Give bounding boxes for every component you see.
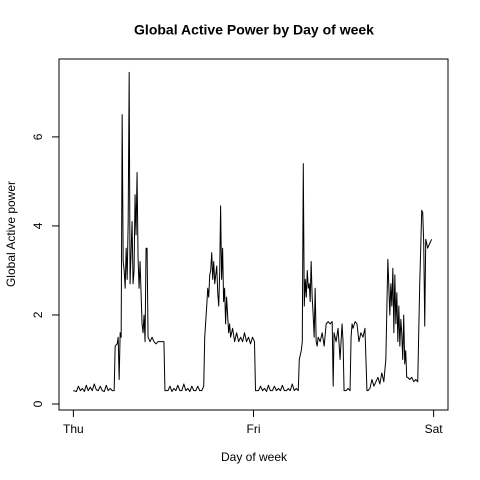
x-tick-label: Fri: [247, 422, 261, 436]
power-line: [73, 71, 433, 393]
x-tick-label: Sat: [425, 422, 444, 436]
chart-title: Global Active Power by Day of week: [134, 22, 374, 38]
x-tick-label: Thu: [63, 422, 84, 436]
y-tick-label: 0: [31, 400, 45, 407]
y-axis-label: Global Active power: [4, 181, 18, 287]
x-axis-label: Day of week: [221, 450, 288, 464]
y-tick-label: 4: [31, 222, 45, 229]
y-tick-label: 6: [31, 133, 45, 140]
y-tick-label: 2: [31, 311, 45, 318]
